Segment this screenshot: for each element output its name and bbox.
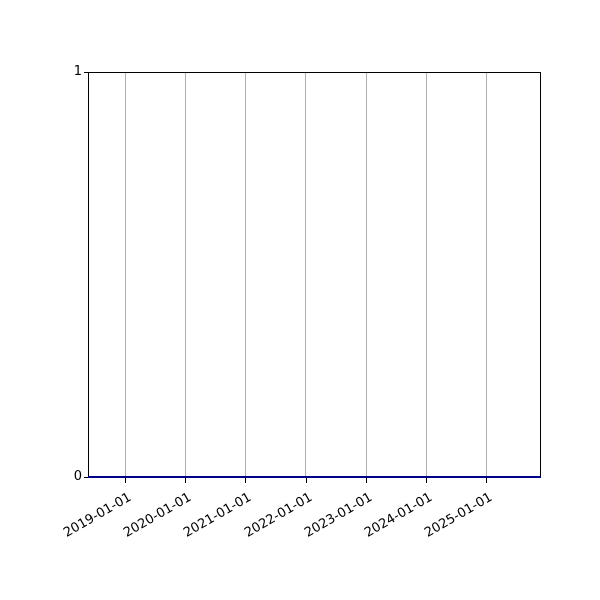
x-tick-label: 2025-01-01 bbox=[422, 490, 496, 541]
x-gridline bbox=[305, 73, 306, 477]
y-tick-label: 1 bbox=[73, 64, 82, 79]
x-gridline bbox=[486, 73, 487, 477]
x-tick bbox=[185, 478, 186, 483]
x-gridline bbox=[125, 73, 126, 477]
x-tick-label: 2021-01-01 bbox=[181, 490, 255, 541]
x-gridline bbox=[426, 73, 427, 477]
x-tick bbox=[306, 478, 307, 483]
data-line bbox=[88, 475, 541, 478]
y-tick-label: 0 bbox=[73, 469, 82, 484]
x-tick bbox=[245, 478, 246, 483]
y-tick bbox=[84, 477, 89, 478]
x-tick bbox=[486, 478, 487, 483]
x-gridline bbox=[245, 73, 246, 477]
x-tick bbox=[125, 478, 126, 483]
y-tick bbox=[84, 72, 89, 73]
plot-area bbox=[88, 72, 541, 478]
x-gridline bbox=[185, 73, 186, 477]
x-tick bbox=[426, 478, 427, 483]
x-gridline bbox=[366, 73, 367, 477]
x-tick bbox=[366, 478, 367, 483]
